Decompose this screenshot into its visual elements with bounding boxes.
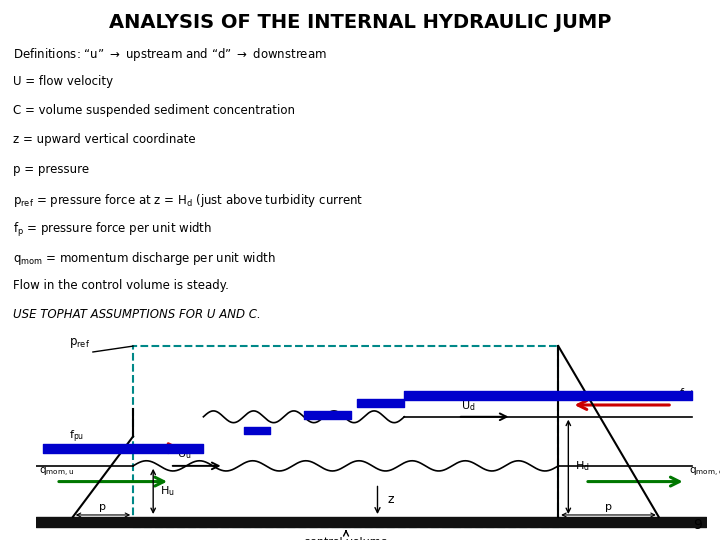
Text: z = upward vertical coordinate: z = upward vertical coordinate: [13, 133, 196, 146]
Text: Flow in the control volume is steady.: Flow in the control volume is steady.: [13, 279, 229, 292]
Text: p: p: [605, 502, 612, 512]
Text: H$_{\mathregular{d}}$: H$_{\mathregular{d}}$: [575, 459, 590, 473]
Text: 9: 9: [693, 518, 702, 532]
Text: p$_{\mathregular{ref}}$ = pressure force at z = H$_{\mathregular{d}}$ (just abov: p$_{\mathregular{ref}}$ = pressure force…: [13, 192, 363, 208]
Text: C = volume suspended sediment concentration: C = volume suspended sediment concentrat…: [13, 104, 295, 117]
Text: q$_{\mathregular{mom}}$ = momentum discharge per unit width: q$_{\mathregular{mom}}$ = momentum disch…: [13, 250, 276, 267]
Text: p$_{\mathregular{ref}}$: p$_{\mathregular{ref}}$: [69, 336, 91, 350]
Text: H$_{\mathregular{u}}$: H$_{\mathregular{u}}$: [160, 484, 174, 498]
Text: f$_{\mathregular{pd}}$: f$_{\mathregular{pd}}$: [679, 387, 694, 403]
Text: U$_{\mathregular{d}}$: U$_{\mathregular{d}}$: [462, 399, 476, 413]
Text: f$_{\mathregular{pu}}$: f$_{\mathregular{pu}}$: [69, 429, 85, 445]
Text: U = flow velocity: U = flow velocity: [13, 75, 113, 88]
Bar: [133, 346, 558, 526]
Text: Definitions: “u” $\rightarrow$ upstream and “d” $\rightarrow$ downstream: Definitions: “u” $\rightarrow$ upstream …: [13, 46, 327, 63]
Text: control volume: control volume: [305, 537, 388, 540]
Text: ANALYSIS OF THE INTERNAL HYDRAULIC JUMP: ANALYSIS OF THE INTERNAL HYDRAULIC JUMP: [109, 14, 611, 32]
Text: f$_{\mathregular{p}}$ = pressure force per unit width: f$_{\mathregular{p}}$ = pressure force p…: [13, 221, 212, 239]
Text: z: z: [387, 493, 394, 506]
Text: p = pressure: p = pressure: [13, 163, 89, 176]
Text: q$_{\mathregular{mom,d}}$: q$_{\mathregular{mom,d}}$: [689, 465, 720, 479]
Text: q$_{\mathregular{mom,u}}$: q$_{\mathregular{mom,u}}$: [40, 465, 74, 479]
Text: p: p: [99, 502, 107, 512]
Text: U$_{\mathregular{u}}$: U$_{\mathregular{u}}$: [176, 447, 191, 461]
Text: USE TOPHAT ASSUMPTIONS FOR U AND C.: USE TOPHAT ASSUMPTIONS FOR U AND C.: [13, 308, 261, 321]
